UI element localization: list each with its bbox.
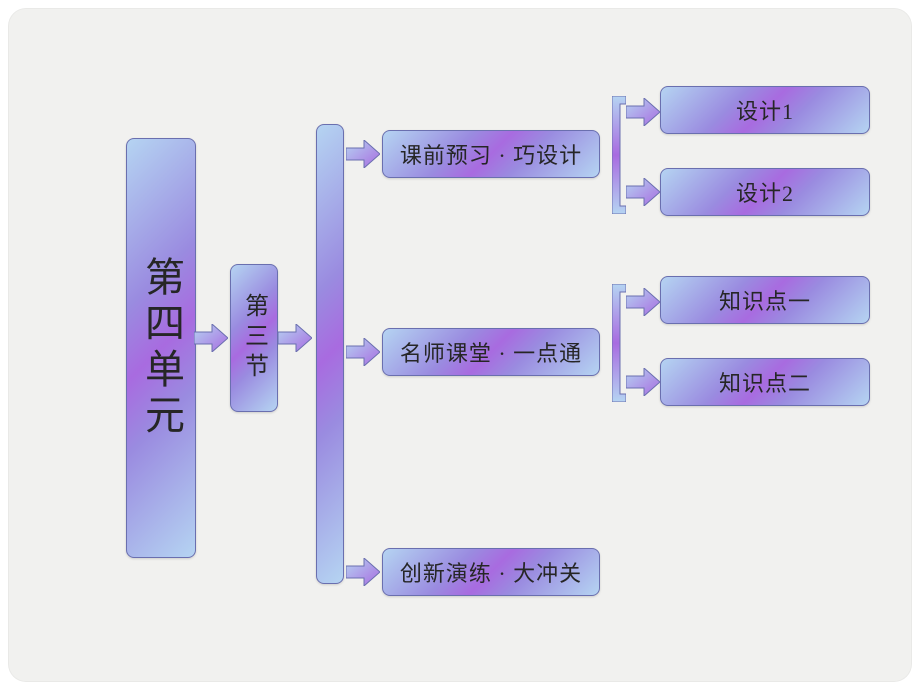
arrow-icon xyxy=(346,558,380,586)
node-branch2: 名师课堂 · 一点通 xyxy=(382,328,600,376)
arrow-icon xyxy=(626,368,660,396)
arrow-icon xyxy=(626,98,660,126)
node-spine xyxy=(316,124,344,584)
node-leaf4: 知识点二 xyxy=(660,358,870,406)
bracket-2 xyxy=(612,284,626,402)
node-leaf1: 设计1 xyxy=(660,86,870,134)
node-level2: 第三节 xyxy=(230,264,278,412)
node-level1: 第四单元 xyxy=(126,138,196,558)
node-branch3: 创新演练 · 大冲关 xyxy=(382,548,600,596)
leaf3-label: 知识点一 xyxy=(719,284,811,316)
arrow-icon xyxy=(626,288,660,316)
node-branch1: 课前预习 · 巧设计 xyxy=(382,130,600,178)
arrow-icon xyxy=(626,178,660,206)
node-leaf2: 设计2 xyxy=(660,168,870,216)
leaf2-label: 设计2 xyxy=(736,176,794,208)
node-leaf3: 知识点一 xyxy=(660,276,870,324)
node-level1-label: 第四单元 xyxy=(132,256,190,440)
arrow-icon xyxy=(346,338,380,366)
branch3-label: 创新演练 · 大冲关 xyxy=(400,556,582,588)
diagram-canvas: 第四单元 第三节 课前预习 · 巧设计 名师课堂 · 一点通 创新演练 · 大冲… xyxy=(8,8,912,682)
branch1-label: 课前预习 · 巧设计 xyxy=(400,138,582,170)
arrow-icon xyxy=(194,324,228,352)
arrow-icon xyxy=(346,140,380,168)
leaf1-label: 设计1 xyxy=(736,94,794,126)
leaf4-label: 知识点二 xyxy=(719,366,811,398)
bracket-1 xyxy=(612,96,626,214)
arrow-icon xyxy=(278,324,312,352)
branch2-label: 名师课堂 · 一点通 xyxy=(400,336,582,368)
node-level2-label: 第三节 xyxy=(237,293,272,383)
